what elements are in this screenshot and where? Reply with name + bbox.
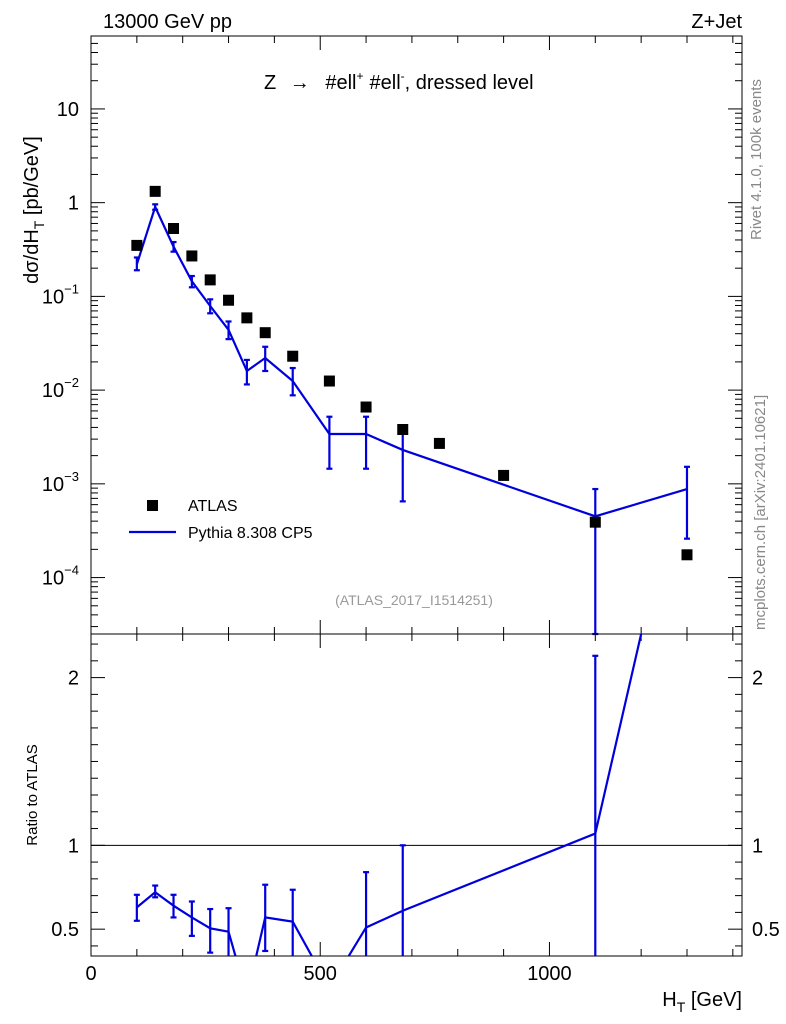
- main-y-tick-label: 10: [57, 99, 79, 121]
- ratio-panel: 0.5 1 2 0.5 1 2 0 500 1000 Ratio to ATLAS HT […: [24, 633, 780, 1015]
- atlas-data-point: [360, 401, 372, 413]
- main-axis-ticks: [90, 35, 742, 634]
- atlas-data-point: [149, 185, 161, 197]
- atlas-data-point: [131, 239, 143, 251]
- atlas-data-point: [433, 437, 445, 449]
- atlas-data-point: [259, 327, 271, 339]
- main-y-tick-label: 10−3: [42, 469, 79, 496]
- legend-atlas-label: ATLAS: [188, 498, 238, 515]
- x-axis-label: HT [GeV]: [662, 989, 742, 1015]
- main-frame: [90, 35, 743, 635]
- legend: ATLAS Pythia 8.308 CP5: [129, 498, 313, 542]
- atlas-data-point: [397, 424, 409, 436]
- ratio-axis-ticks: [90, 634, 742, 956]
- ratio-error-bars: [133, 654, 599, 956]
- main-y-axis-label: dσ/dHT [pb/GeV]: [21, 136, 47, 284]
- ratio-y-tick-label-right: 0.5: [752, 919, 780, 941]
- mc-error-bars: [133, 203, 690, 636]
- mc-line: [135, 203, 688, 518]
- main-y-tick-label: 10−4: [42, 563, 79, 590]
- atlas-markers: [131, 185, 693, 561]
- rivet-version-label: Rivet 4.1.0, 100k events: [748, 79, 765, 240]
- header-process-label: Z+Jet: [691, 11, 742, 33]
- ratio-y-tick-label-right: 1: [752, 835, 763, 857]
- main-y-tick-label: 10−1: [42, 281, 79, 308]
- legend-mc-label: Pythia 8.308 CP5: [188, 525, 313, 542]
- ratio-y-tick-label: 2: [68, 668, 79, 690]
- atlas-data-point: [223, 294, 235, 306]
- atlas-data-point: [589, 516, 601, 528]
- ratio-y-tick-label: 1: [68, 835, 79, 857]
- atlas-data-point: [498, 469, 510, 481]
- x-tick-label: 500: [304, 963, 337, 985]
- atlas-data-point: [241, 312, 253, 324]
- ratio-line: [136, 634, 643, 956]
- legend-atlas-marker: [147, 500, 158, 511]
- header-energy-label: 13000 GeV pp: [103, 11, 232, 33]
- x-tick-label: 0: [85, 963, 96, 985]
- ratio-x-tick-labels: 0 500 1000: [85, 963, 571, 985]
- main-panel: 10 1 10−1 10−2 10−3 10−4 Z → #ell+ #ell-, dres…: [21, 35, 743, 636]
- ratio-y-axis-label: Ratio to ATLAS: [24, 744, 41, 845]
- atlas-data-point: [287, 350, 299, 362]
- analysis-reference-id: (ATLAS_2017_I1514251): [335, 592, 493, 608]
- main-y-tick-label: 10−2: [42, 375, 79, 402]
- main-title: Z → #ell+ #ell-, dressed level: [264, 69, 534, 94]
- atlas-data-point: [168, 223, 180, 235]
- mcplots-label: mcplots.cern.ch [arXiv:2401.10621]: [752, 395, 769, 630]
- ratio-y-tick-label: 0.5: [51, 919, 79, 941]
- main-y-tick-labels: 10 1 10−1 10−2 10−3 10−4: [42, 99, 79, 590]
- ratio-frame: [90, 633, 743, 957]
- main-y-tick-label: 1: [68, 193, 79, 215]
- atlas-data-point: [186, 250, 198, 262]
- x-tick-label: 1000: [527, 963, 572, 985]
- atlas-data-point: [681, 549, 693, 561]
- ratio-y-tick-labels-right: 0.5 1 2: [752, 668, 780, 942]
- atlas-data-point: [323, 375, 335, 387]
- ratio-y-tick-label-right: 2: [752, 668, 763, 690]
- atlas-data-point: [204, 274, 216, 286]
- ratio-y-tick-labels-left: 0.5 1 2: [51, 668, 79, 942]
